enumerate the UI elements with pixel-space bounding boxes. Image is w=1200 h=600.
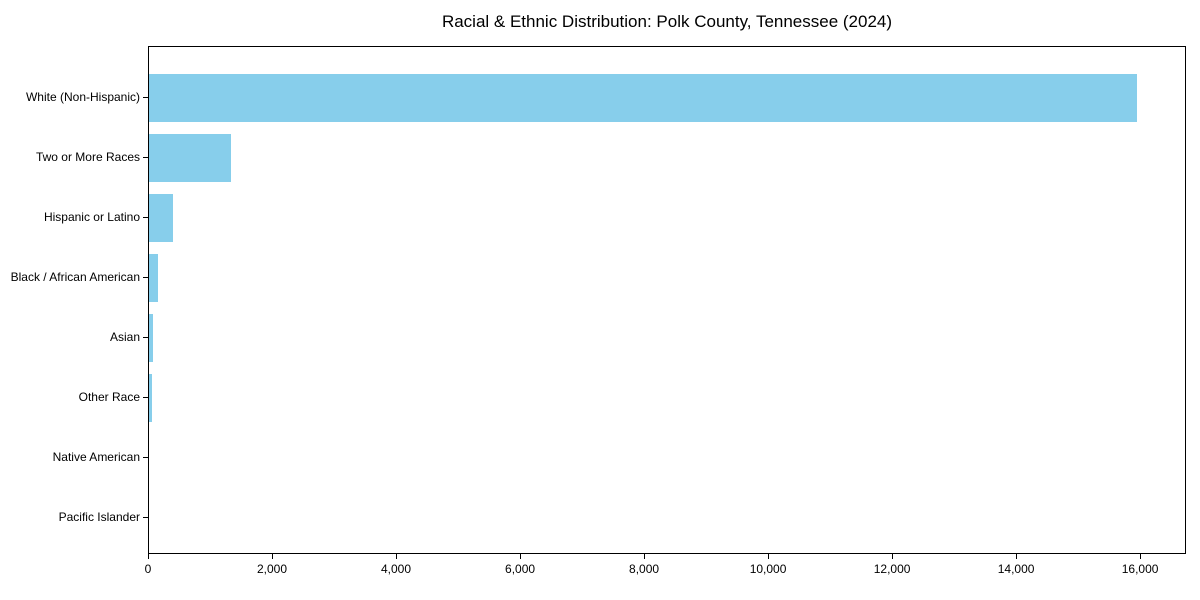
y-tick-label: Pacific Islander xyxy=(58,510,140,524)
x-tick-label: 4,000 xyxy=(381,562,412,576)
y-tick-label: Hispanic or Latino xyxy=(43,210,140,224)
bar xyxy=(149,194,173,242)
x-tick-mark xyxy=(520,554,522,559)
x-tick-mark xyxy=(396,554,398,559)
x-tick-mark xyxy=(1016,554,1018,559)
x-tick-mark xyxy=(148,554,149,559)
x-tick-label: 0 xyxy=(144,562,152,576)
x-tick-label: 8,000 xyxy=(629,562,660,576)
chart-title: Racial & Ethnic Distribution: Polk Count… xyxy=(441,12,893,31)
y-tick-label: Asian xyxy=(109,330,140,344)
y-tick-mark xyxy=(143,277,148,278)
y-tick-mark xyxy=(143,457,148,458)
y-tick-label: Two or More Races xyxy=(35,150,140,164)
x-tick-label: 10,000 xyxy=(749,562,787,576)
y-tick-mark xyxy=(143,217,148,218)
y-tick-mark xyxy=(143,157,148,158)
x-tick-mark xyxy=(768,554,770,559)
y-tick-label: Other Race xyxy=(78,390,140,404)
bar xyxy=(149,314,154,362)
x-tick-label: 2,000 xyxy=(256,562,288,576)
y-tick-label: Native American xyxy=(52,450,140,464)
y-tick-mark xyxy=(143,397,148,398)
y-tick-label: White (Non-Hispanic) xyxy=(25,90,140,104)
y-tick-mark xyxy=(143,97,148,98)
x-tick-mark xyxy=(1140,554,1142,559)
y-tick-mark xyxy=(143,337,148,338)
bar xyxy=(149,254,159,302)
bar xyxy=(149,374,153,422)
bar xyxy=(149,134,232,182)
x-tick-label: 12,000 xyxy=(873,562,911,576)
x-tick-label: 14,000 xyxy=(997,562,1035,576)
x-tick-mark xyxy=(644,554,646,559)
x-tick-label: 6,000 xyxy=(505,562,536,576)
x-tick-mark xyxy=(892,554,894,559)
x-tick-mark xyxy=(272,554,273,559)
bar xyxy=(149,74,1137,122)
y-tick-label: Black / African American xyxy=(10,270,140,284)
x-tick-label: 16,000 xyxy=(1121,562,1159,576)
y-tick-mark xyxy=(143,517,148,518)
plot-area xyxy=(148,46,1186,554)
